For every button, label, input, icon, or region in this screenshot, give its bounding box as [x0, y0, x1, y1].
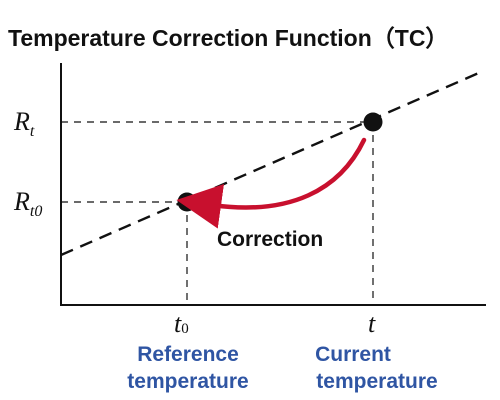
t-label: t	[368, 309, 376, 338]
rt-label: Rt	[13, 107, 35, 140]
reference-caption-line2: temperature	[127, 370, 248, 393]
current-point	[363, 112, 383, 132]
diagram-title: Temperature Correction Function（TC）	[8, 25, 448, 51]
t0-label-sub: 0	[181, 321, 189, 337]
tc-function-line	[60, 70, 482, 257]
svg-text:t0: t0	[174, 309, 189, 338]
rt-label-sub: t	[30, 123, 35, 140]
svg-text:Rt: Rt	[13, 107, 35, 140]
rt0-label-base: R	[13, 187, 30, 216]
current-caption-line1: Current	[315, 343, 391, 366]
correction-label: Correction	[217, 228, 323, 251]
current-caption-line2: temperature	[316, 370, 437, 393]
correction-arrow	[176, 137, 367, 229]
svg-text:Rt0: Rt0	[13, 187, 42, 220]
reference-caption-line1: Reference	[137, 343, 239, 366]
rt0-label-sub: t0	[30, 203, 42, 220]
t0-label: t0	[174, 309, 189, 338]
rt0-label: Rt0	[13, 187, 42, 220]
reference-point	[177, 192, 197, 212]
rt-label-base: R	[13, 107, 30, 136]
t0-label-base: t	[174, 309, 182, 338]
